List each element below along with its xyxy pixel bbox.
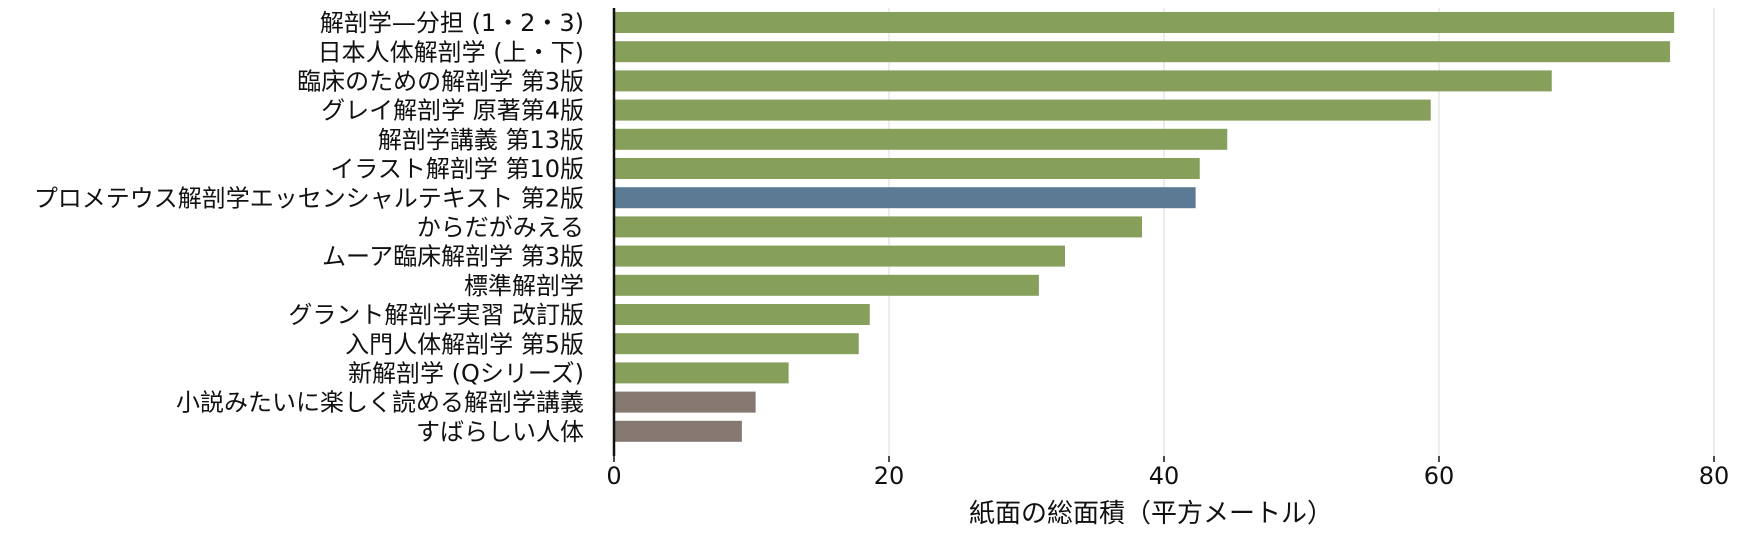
bar bbox=[614, 41, 1670, 63]
category-label: 標準解剖学 bbox=[464, 272, 584, 300]
category-labels: 解剖学—分担 (1・2・3)日本人体解剖学 (上・下)臨床のための解剖学 第3版… bbox=[34, 9, 584, 446]
bar bbox=[614, 187, 1196, 209]
x-tick-label: 60 bbox=[1424, 462, 1455, 490]
bar bbox=[614, 99, 1431, 121]
bar bbox=[614, 420, 742, 442]
x-tick-label: 0 bbox=[606, 462, 621, 490]
category-label: ムーア臨床解剖学 第3版 bbox=[322, 243, 584, 271]
category-label: プロメテウス解剖学エッセンシャルテキスト 第2版 bbox=[34, 184, 584, 212]
bar bbox=[614, 158, 1200, 179]
bars bbox=[614, 12, 1675, 442]
bar bbox=[614, 245, 1065, 267]
category-label: 臨床のための解剖学 第3版 bbox=[297, 68, 584, 96]
x-tick-label: 20 bbox=[874, 462, 905, 490]
axes: 0 20 40 60 80 bbox=[606, 8, 1729, 490]
category-label: 小説みたいに楽しく読める解剖学講義 bbox=[176, 389, 584, 417]
category-label: グラント解剖学実習 改訂版 bbox=[288, 301, 584, 329]
category-label: 新解剖学 (Qシリーズ) bbox=[348, 360, 584, 388]
x-tick-label: 40 bbox=[1149, 462, 1180, 490]
bar bbox=[614, 216, 1142, 238]
bar bbox=[614, 70, 1552, 92]
category-label: グレイ解剖学 原著第4版 bbox=[321, 97, 584, 125]
category-label: 入門人体解剖学 第5版 bbox=[345, 330, 584, 358]
x-tick-label: 80 bbox=[1699, 462, 1730, 490]
bar bbox=[614, 128, 1228, 150]
bar bbox=[614, 391, 756, 413]
category-label: からだがみえる bbox=[417, 214, 584, 242]
bar bbox=[614, 304, 870, 325]
bar bbox=[614, 362, 789, 384]
x-axis-title: 紙面の総面積（平方メートル） bbox=[969, 499, 1333, 529]
bar bbox=[614, 12, 1675, 33]
category-label: 日本人体解剖学 (上・下) bbox=[318, 38, 584, 66]
category-label: 解剖学講義 第13版 bbox=[378, 126, 584, 154]
bar bbox=[614, 333, 859, 355]
category-label: すばらしい人体 bbox=[416, 418, 584, 446]
category-label: 解剖学—分担 (1・2・3) bbox=[320, 9, 584, 37]
bar bbox=[614, 274, 1039, 296]
category-label: イラスト解剖学 第10版 bbox=[330, 155, 584, 183]
